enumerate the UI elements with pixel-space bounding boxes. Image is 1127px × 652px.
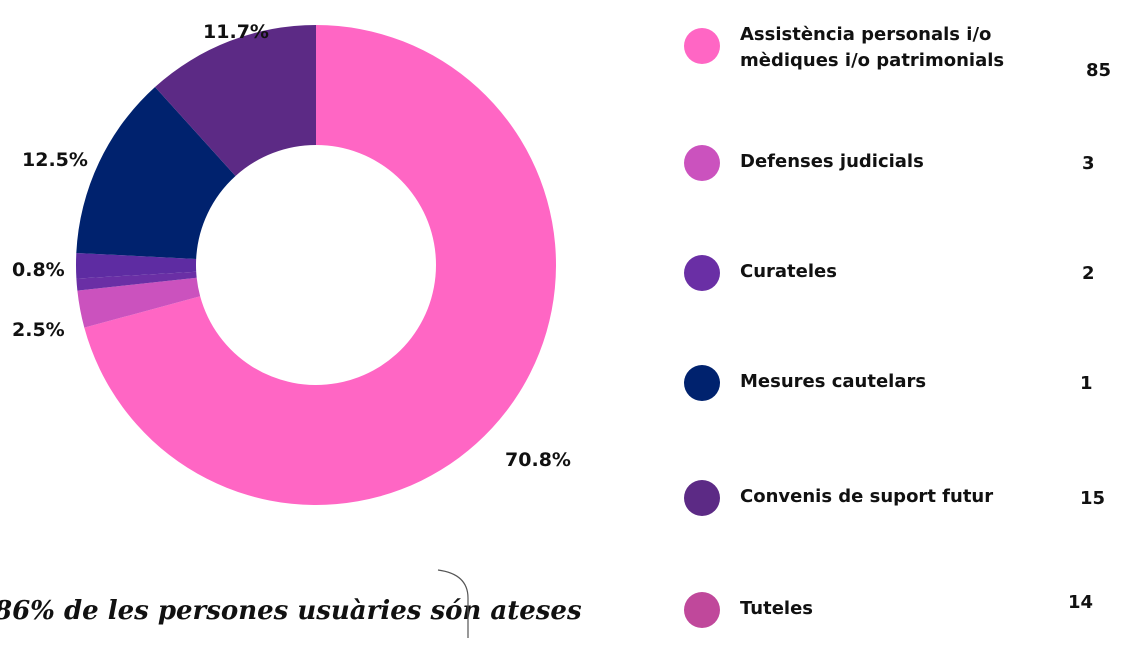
- slice-label-2: 0.8%: [12, 259, 65, 281]
- legend-label-line: Assistència personals i/o: [740, 24, 992, 45]
- slice-labels: 70.8% 2.5% 0.8% 12.5% 11.7%: [12, 21, 571, 471]
- caption-text: 86% de les persones usuàries són ateses: [0, 596, 582, 626]
- legend-label-line: Convenis de suport futur: [740, 486, 994, 507]
- slice-label-0: 70.8%: [505, 449, 571, 471]
- legend-label-line: Tuteles: [740, 598, 814, 619]
- legend-item-0: Assistència personals i/o mèdiques i/o pa…: [684, 24, 1127, 88]
- legend-item-3: Mesures cautelars 1: [684, 365, 1127, 425]
- donut-slices: [75, 25, 557, 506]
- legend-item-5: Tuteles 14: [684, 592, 1127, 652]
- legend-value-3: 1: [1080, 373, 1093, 394]
- legend-value-4: 15: [1080, 488, 1106, 509]
- legend-label-2: Curateles: [740, 259, 837, 285]
- legend: Assistència personals i/o mèdiques i/o pa…: [684, 0, 1127, 630]
- legend-swatch-2: [684, 255, 720, 291]
- legend-label-0: Assistència personals i/o mèdiques i/o pa…: [740, 22, 1004, 74]
- slice-label-4: 12.5%: [22, 149, 88, 171]
- legend-item-4: Convenis de suport futur 15: [684, 480, 1127, 540]
- donut-slice-3: [75, 252, 197, 279]
- legend-value-1: 3: [1082, 153, 1095, 174]
- legend-swatch-5: [684, 592, 720, 628]
- legend-label-line: mèdiques i/o patrimonials: [740, 50, 1005, 71]
- legend-value-2: 2: [1082, 263, 1095, 284]
- legend-swatch-3: [684, 365, 720, 401]
- legend-label-5: Tuteles: [740, 596, 813, 622]
- legend-item-1: Defenses judicials 3: [684, 145, 1127, 205]
- legend-label-line: Mesures cautelars: [740, 371, 927, 392]
- donut-slice-1: [77, 277, 201, 328]
- donut-slice-0: [84, 25, 557, 506]
- legend-item-2: Curateles 2: [684, 255, 1127, 315]
- donut-slice-5: [155, 25, 316, 176]
- legend-label-4: Convenis de suport futur: [740, 484, 993, 510]
- slice-label-5: 11.7%: [203, 21, 269, 43]
- legend-swatch-1: [684, 145, 720, 181]
- legend-value-0: 85: [1086, 60, 1112, 81]
- legend-label-line: Curateles: [740, 261, 837, 282]
- legend-label-line: Defenses judicials: [740, 151, 924, 172]
- legend-label-1: Defenses judicials: [740, 149, 924, 175]
- legend-label-3: Mesures cautelars: [740, 369, 926, 395]
- legend-value-5: 14: [1068, 592, 1094, 613]
- legend-swatch-4: [684, 480, 720, 516]
- donut-chart: 70.8% 2.5% 0.8% 12.5% 11.7%: [12, 21, 571, 506]
- donut-slice-4: [76, 86, 236, 259]
- donut-slice-2: [76, 271, 197, 291]
- legend-swatch-0: [684, 28, 720, 64]
- slice-label-1: 2.5%: [12, 319, 65, 341]
- bracket-decoration: [437, 569, 469, 638]
